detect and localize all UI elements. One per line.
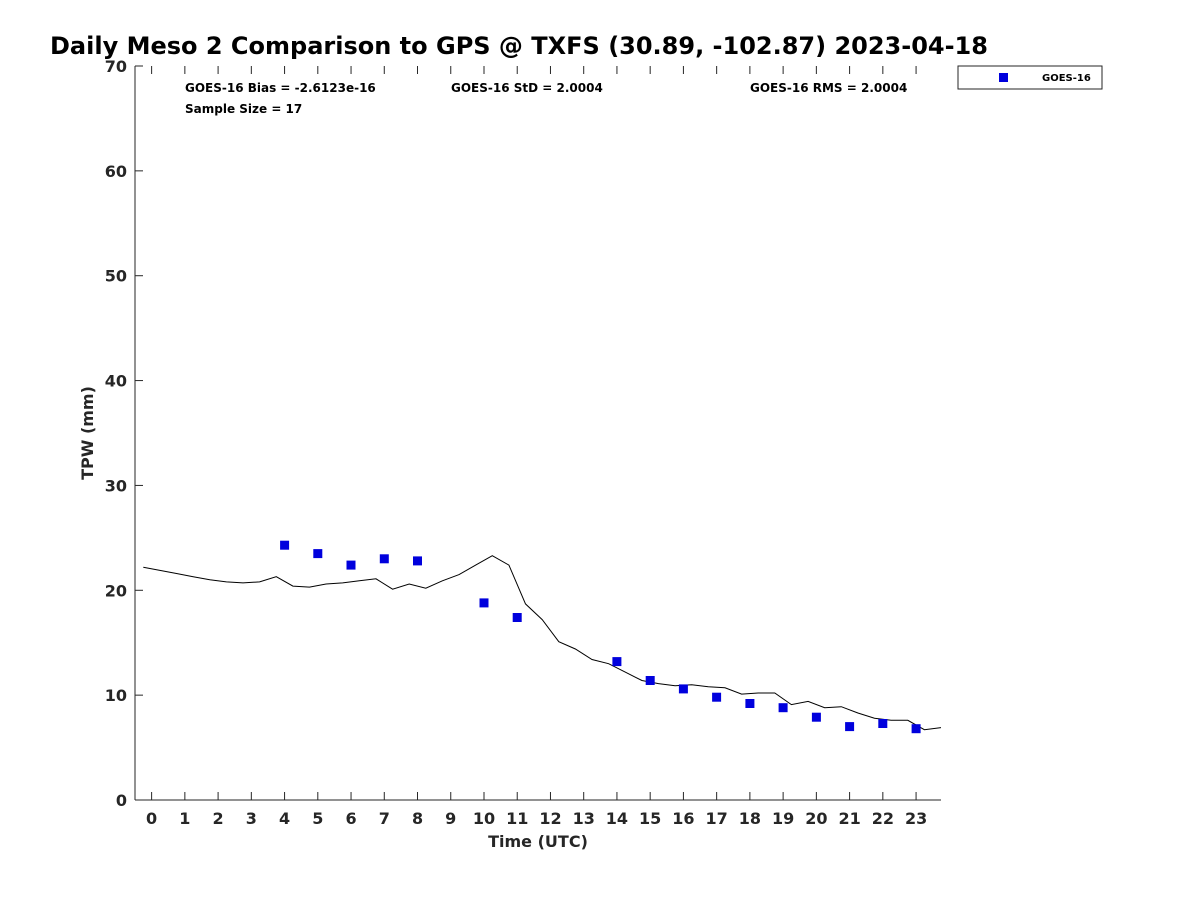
gps-series-line bbox=[143, 555, 942, 731]
x-tick-label-5: 5 bbox=[312, 809, 323, 828]
y-tick-label-50: 50 bbox=[105, 267, 127, 286]
x-tick-label-14: 14 bbox=[606, 809, 628, 828]
goes16-point-10 bbox=[479, 598, 489, 608]
goes16-point-11 bbox=[512, 613, 522, 622]
legend: GOES-16 bbox=[957, 65, 1103, 90]
legend-entry-goes16: GOES-16 bbox=[1042, 73, 1091, 84]
ticks: 0 1 2 3 4 5 6 7 8 9 10 11 12 13 14 15 16 17 18 19 20 21 22 2301… bbox=[105, 57, 927, 828]
x-tick-label-12: 12 bbox=[539, 809, 561, 828]
x-tick-label-0: 0 bbox=[146, 809, 157, 828]
x-tick-label-1: 1 bbox=[179, 809, 190, 828]
goes16-point-5 bbox=[313, 549, 323, 559]
legend-box bbox=[957, 65, 1103, 90]
goes16-point-7 bbox=[379, 554, 389, 564]
goes16-point-8 bbox=[413, 556, 422, 566]
x-tick-label-8: 8 bbox=[412, 809, 423, 828]
y-tick-label-70: 70 bbox=[105, 57, 127, 76]
x-tick-label-16: 16 bbox=[672, 809, 694, 828]
goes16-point-4 bbox=[280, 540, 290, 550]
x-tick-label-22: 22 bbox=[872, 809, 894, 828]
x-tick-label-13: 13 bbox=[573, 809, 595, 828]
goes16-marker-layer bbox=[280, 540, 921, 734]
goes16-point-14 bbox=[612, 657, 622, 667]
x-tick-label-2: 2 bbox=[213, 809, 224, 828]
x-tick-label-10: 10 bbox=[473, 809, 495, 828]
x-tick-label-6: 6 bbox=[345, 809, 356, 828]
x-tick-label-4: 4 bbox=[279, 809, 290, 828]
chart-title: Daily Meso 2 Comparison to GPS @ TXFS (3… bbox=[50, 32, 988, 60]
rms-label: GOES-16 RMS = 2.0004 bbox=[750, 81, 907, 95]
goes16-point-23 bbox=[911, 724, 921, 734]
x-tick-label-3: 3 bbox=[246, 809, 257, 828]
x-tick-label-20: 20 bbox=[805, 809, 827, 828]
x-axis-label: Time (UTC) bbox=[488, 832, 588, 851]
goes16-point-19 bbox=[778, 703, 788, 713]
x-tick-label-7: 7 bbox=[379, 809, 390, 828]
x-tick-label-18: 18 bbox=[739, 809, 761, 828]
goes16-point-6 bbox=[346, 560, 356, 570]
goes16-point-21 bbox=[845, 722, 855, 732]
goes16-point-20 bbox=[811, 712, 821, 722]
y-tick-label-0: 0 bbox=[116, 791, 127, 810]
y-tick-label-40: 40 bbox=[105, 372, 127, 391]
x-tick-label-21: 21 bbox=[838, 809, 860, 828]
y-axis-label: TPW (mm) bbox=[78, 386, 97, 480]
y-tick-label-30: 30 bbox=[105, 476, 127, 495]
x-tick-label-9: 9 bbox=[445, 809, 456, 828]
goes16-point-18 bbox=[745, 699, 755, 708]
std-label: GOES-16 StD = 2.0004 bbox=[451, 81, 603, 95]
bias-label: GOES-16 Bias = -2.6123e-16 bbox=[185, 81, 376, 95]
x-tick-label-15: 15 bbox=[639, 809, 661, 828]
x-tick-label-17: 17 bbox=[706, 809, 728, 828]
axes bbox=[134, 66, 941, 801]
goes16-point-16 bbox=[678, 684, 688, 694]
legend-marker bbox=[999, 73, 1008, 82]
x-tick-label-11: 11 bbox=[506, 809, 528, 828]
goes16-point-15 bbox=[645, 676, 655, 685]
x-tick-label-23: 23 bbox=[905, 809, 927, 828]
sample-size-label: Sample Size = 17 bbox=[185, 102, 302, 116]
gps-line-layer bbox=[143, 555, 942, 731]
y-tick-label-60: 60 bbox=[105, 162, 127, 181]
goes16-point-22 bbox=[878, 719, 888, 728]
x-tick-label-19: 19 bbox=[772, 809, 794, 828]
goes16-point-17 bbox=[712, 692, 722, 702]
y-tick-label-10: 10 bbox=[105, 686, 127, 705]
y-tick-label-20: 20 bbox=[105, 581, 127, 600]
